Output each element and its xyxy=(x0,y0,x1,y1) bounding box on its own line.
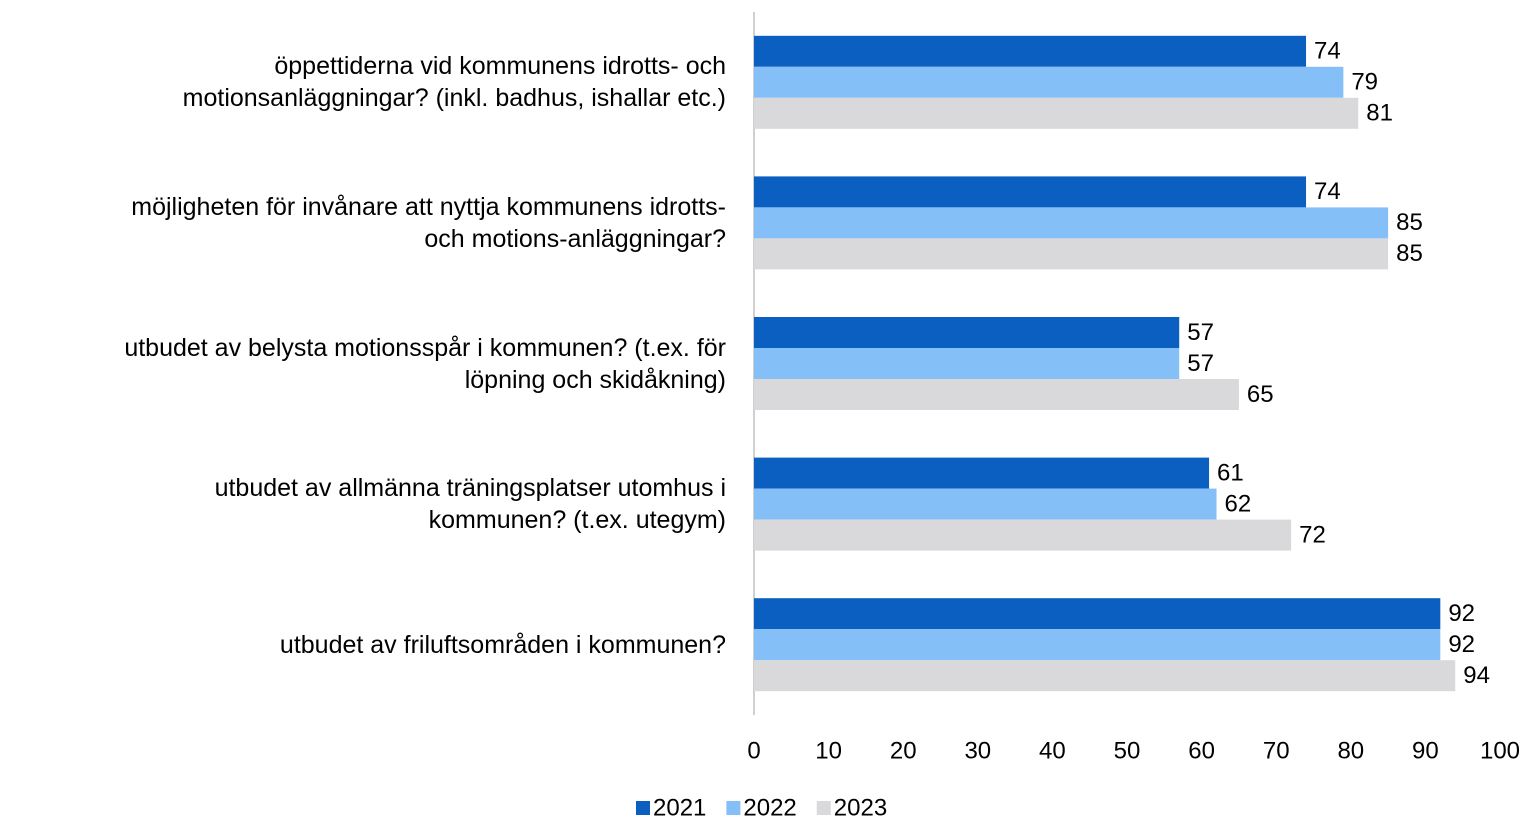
bar xyxy=(754,317,1180,348)
legend-label: 2023 xyxy=(834,794,887,821)
value-label: 72 xyxy=(1299,521,1326,548)
bar xyxy=(754,457,1210,489)
value-label: 57 xyxy=(1187,350,1214,377)
bar xyxy=(754,348,1180,379)
x-tick-label: 60 xyxy=(1188,737,1215,764)
category-label: öppettiderna vid kommunens idrotts- och … xyxy=(182,52,726,113)
value-label: 65 xyxy=(1247,381,1274,408)
value-label: 74 xyxy=(1314,38,1341,65)
x-tick-label: 10 xyxy=(815,737,842,764)
value-label: 62 xyxy=(1225,490,1252,517)
legend-swatch xyxy=(726,801,741,815)
bar xyxy=(754,35,1307,67)
legend-swatch xyxy=(636,801,650,815)
bar xyxy=(754,379,1239,410)
bar xyxy=(754,660,1456,692)
value-label: 57 xyxy=(1187,319,1214,346)
x-tick-label: 70 xyxy=(1263,737,1290,764)
value-label: 79 xyxy=(1351,69,1378,96)
x-tick-label: 30 xyxy=(964,737,991,764)
bar xyxy=(754,238,1389,270)
x-tick-label: 0 xyxy=(747,737,760,764)
value-label: 92 xyxy=(1448,631,1475,658)
value-label: 61 xyxy=(1217,459,1244,486)
x-tick-label: 90 xyxy=(1412,737,1439,764)
bar xyxy=(754,176,1307,208)
value-label: 85 xyxy=(1396,209,1423,236)
x-tick-label: 40 xyxy=(1039,737,1066,764)
legend-swatch xyxy=(816,801,831,815)
value-label: 74 xyxy=(1314,178,1341,205)
category-label: möjligheten för invånare att nyttja komm… xyxy=(131,192,726,253)
category-label: utbudet av allmänna träningsplatser utom… xyxy=(214,474,726,535)
value-label: 81 xyxy=(1366,100,1393,127)
value-label: 92 xyxy=(1448,600,1475,627)
legend-label: 2022 xyxy=(743,794,796,821)
bar xyxy=(754,598,1441,630)
value-label: 94 xyxy=(1463,662,1490,689)
bar xyxy=(754,629,1441,661)
bar xyxy=(754,66,1344,98)
legend-label: 2021 xyxy=(653,794,706,821)
x-tick-label: 20 xyxy=(890,737,917,764)
x-tick-label: 50 xyxy=(1114,737,1141,764)
category-label: utbudet av friluftsområden i kommunen? xyxy=(279,630,726,659)
category-label: utbudet av belysta motionsspår i kommune… xyxy=(124,333,726,394)
bar xyxy=(754,519,1292,551)
x-tick-label: 100 xyxy=(1480,737,1520,764)
x-tick-label: 80 xyxy=(1337,737,1364,764)
bar xyxy=(754,488,1217,520)
bar xyxy=(754,97,1359,129)
bar xyxy=(754,207,1389,239)
value-label: 85 xyxy=(1396,240,1423,267)
